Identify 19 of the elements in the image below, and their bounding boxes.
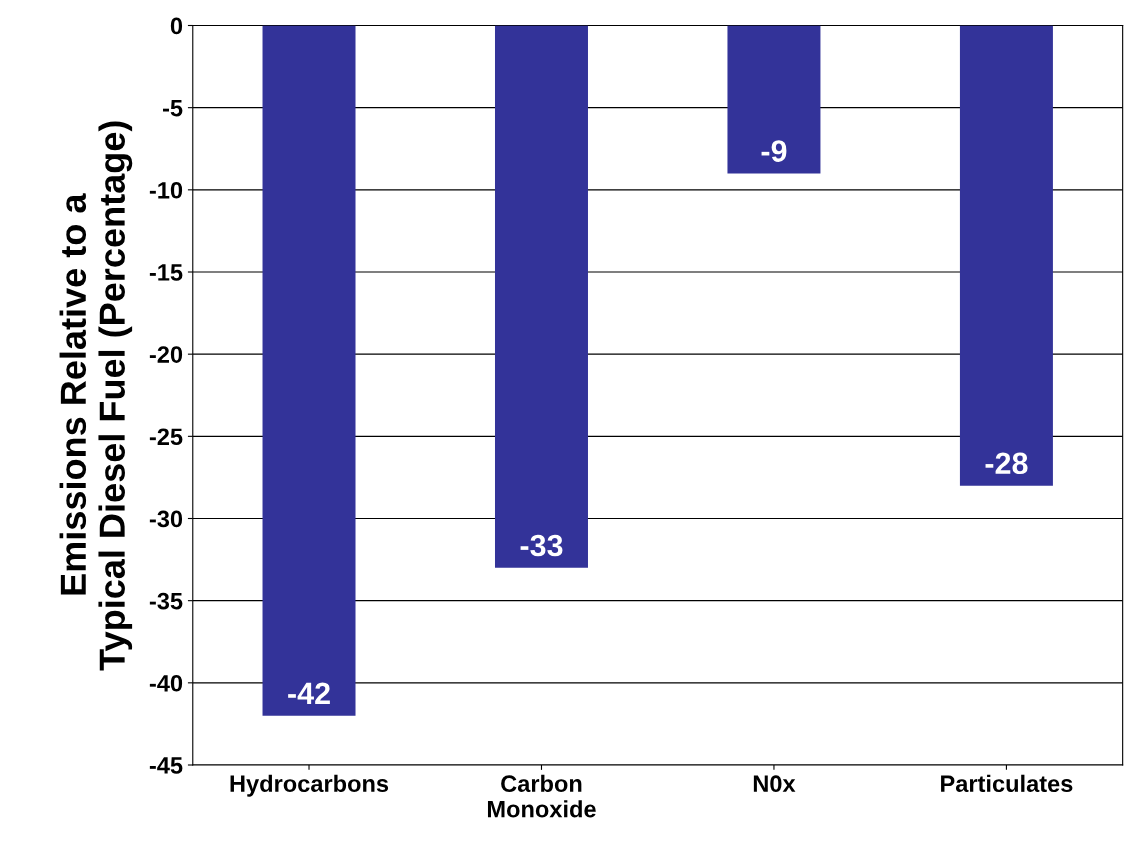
y-tick-label: -20 (149, 346, 183, 363)
x-tick-label: Hydrocarbons (230, 774, 389, 797)
x-tick-label: Carbon Monoxide (487, 774, 596, 818)
y-tick-label: -45 (149, 757, 183, 774)
y-tick-label: -10 (149, 181, 183, 199)
data-label: -33 (520, 534, 563, 557)
y-axis-title: Emissions Relative to a Typical Diesel Fuel (Percentage) (59, 121, 133, 671)
data-label: -42 (288, 682, 330, 704)
x-tick-label: N0x (753, 775, 796, 793)
data-label: -9 (761, 140, 787, 162)
y-tick-label: -15 (149, 264, 183, 281)
x-tick-label: Particulates (941, 774, 1073, 793)
y-tick-label: -35 (149, 592, 183, 610)
y-tick-label: -25 (149, 428, 183, 446)
y-tick-label: -30 (149, 510, 183, 528)
y-tick-label: -5 (162, 99, 183, 117)
y-tick-label: -40 (149, 674, 183, 692)
data-label: -28 (985, 452, 1028, 475)
y-tick-label: 0 (170, 17, 183, 35)
